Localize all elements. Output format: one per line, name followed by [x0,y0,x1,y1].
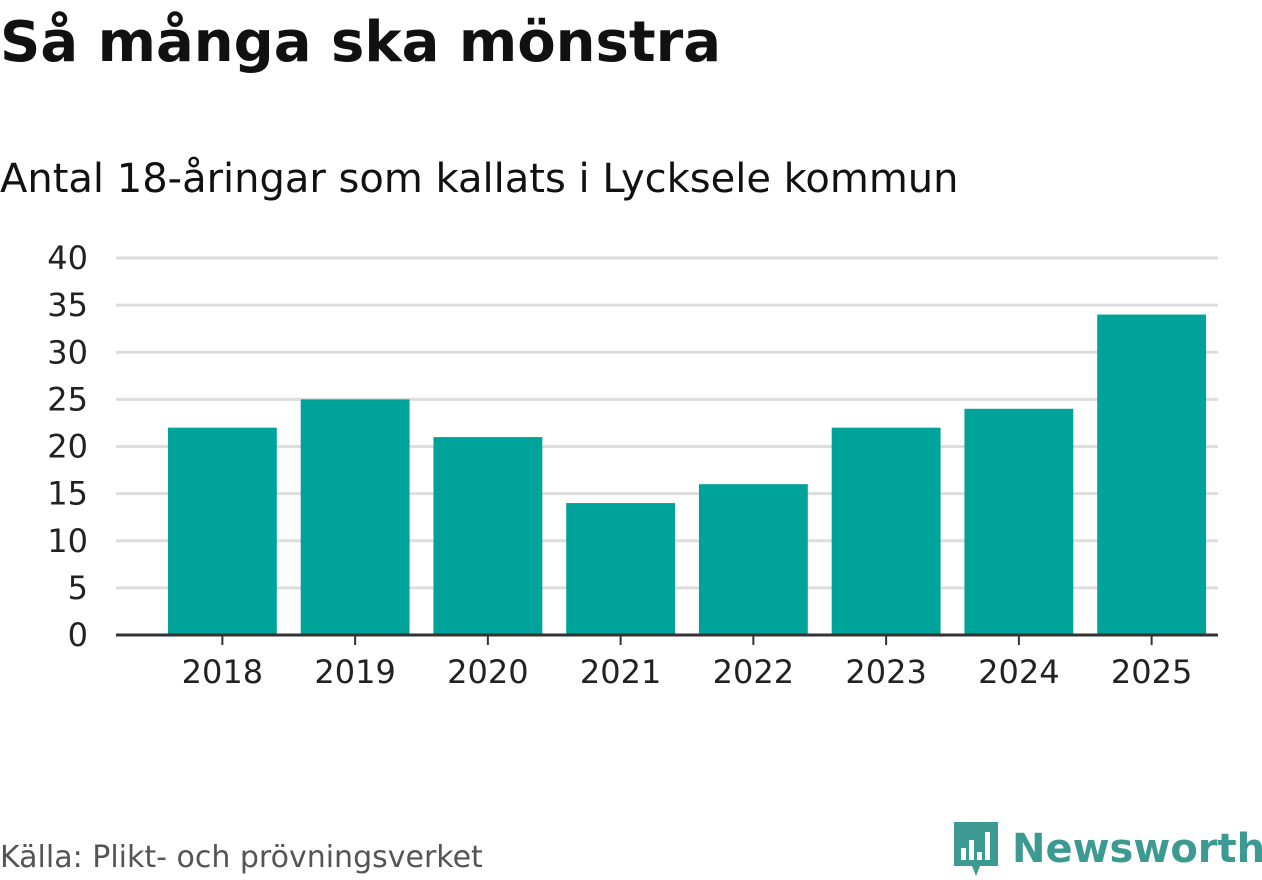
y-tick-label: 20 [47,428,88,466]
x-tick-label: 2018 [182,653,263,691]
chart-subtitle: Antal 18-åringar som kallats i Lycksele … [0,156,959,202]
bar-2023 [831,427,941,635]
y-tick-label: 0 [68,616,88,654]
bar-2024 [964,408,1074,635]
y-tick-label: 40 [47,239,88,277]
bar-2019 [300,399,410,635]
y-tick-label: 35 [47,286,88,324]
y-tick-label: 15 [47,475,88,513]
y-tick-label: 30 [47,333,88,371]
bar-2021 [566,503,676,635]
bar-chart-bubble-icon [954,822,998,876]
y-tick-label: 5 [68,569,88,607]
bar-2018 [167,427,277,635]
brand-name: Newsworthy [1012,826,1262,872]
x-tick-label: 2021 [580,653,661,691]
source-note: Källa: Plikt- och prövningsverket [0,840,483,875]
y-tick-label: 25 [47,380,88,418]
bar-2022 [698,484,808,635]
x-tick-label: 2025 [1111,653,1192,691]
bar-2020 [433,437,543,635]
x-tick-label: 2020 [447,653,528,691]
y-tick-label: 10 [47,522,88,560]
x-tick-label: 2022 [713,653,794,691]
x-tick-label: 2024 [978,653,1059,691]
x-tick-label: 2019 [314,653,395,691]
bar-2025 [1097,314,1207,635]
x-tick-label: 2023 [845,653,926,691]
chart-title: Så många ska mönstra [0,10,722,75]
brand-logo: Newsworthy [950,818,1262,880]
